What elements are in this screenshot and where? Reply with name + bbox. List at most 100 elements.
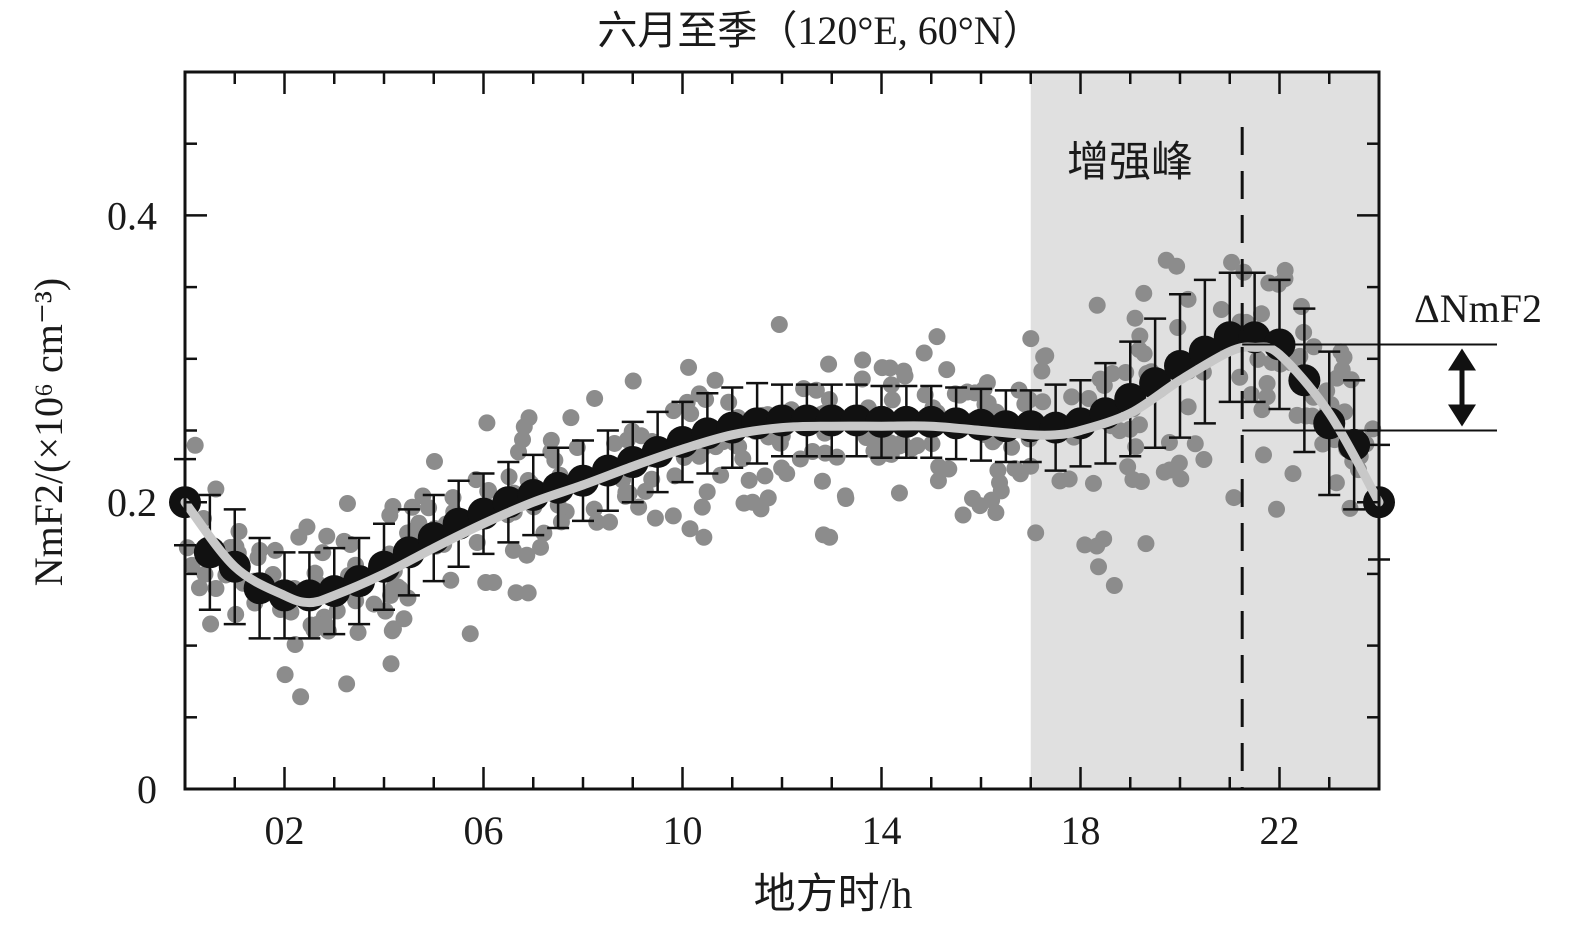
scatter-point xyxy=(1305,338,1323,356)
scatter-point xyxy=(318,527,336,545)
scatter-point xyxy=(186,436,204,454)
scatter-point xyxy=(1231,368,1249,386)
scatter-point xyxy=(1119,458,1137,476)
scatter-point xyxy=(646,509,664,527)
scatter-point xyxy=(1242,386,1260,404)
scatter-point xyxy=(1027,524,1045,542)
scatter-point xyxy=(461,625,479,643)
scatter-point xyxy=(954,506,972,524)
scatter-point xyxy=(1022,330,1040,348)
scatter-point xyxy=(1252,305,1270,323)
delta-arrow-head-up xyxy=(1448,348,1476,371)
scatter-point xyxy=(518,546,536,564)
scatter-point xyxy=(1084,474,1102,492)
x-tick-label: 18 xyxy=(1061,808,1101,853)
scatter-point xyxy=(1132,472,1150,490)
scatter-point xyxy=(586,389,604,407)
scatter-point xyxy=(1332,343,1350,361)
scatter-point xyxy=(1063,388,1081,406)
scatter-point xyxy=(1268,500,1286,518)
scatter-point xyxy=(664,402,682,420)
scatter-point xyxy=(821,528,839,546)
scatter-point xyxy=(1364,420,1382,438)
scatter-point xyxy=(1276,261,1294,279)
scatter-point xyxy=(585,500,603,518)
scatter-point xyxy=(207,580,225,598)
scatter-point xyxy=(735,494,753,512)
scatter-point xyxy=(873,359,891,377)
scatter-point xyxy=(202,615,220,633)
scatter-point xyxy=(1051,472,1069,490)
plot-area: 02 06 10 14 18 22 0 0.2 0.4 xyxy=(107,70,1497,853)
scatter-point xyxy=(286,636,304,654)
scatter-point xyxy=(384,497,402,515)
scatter-point xyxy=(376,602,394,620)
scatter-point xyxy=(928,328,946,346)
scatter-point xyxy=(1195,450,1213,468)
scatter-point xyxy=(930,458,948,476)
scatter-point xyxy=(1186,435,1204,453)
scatter-point xyxy=(756,467,774,485)
scatter-point xyxy=(1034,393,1052,411)
scatter-point xyxy=(1105,577,1123,595)
fit-curve xyxy=(180,342,1384,608)
scatter-point xyxy=(1333,361,1351,379)
scatter-point xyxy=(854,351,872,369)
scatter-point xyxy=(514,431,532,449)
scatter-point xyxy=(1076,536,1094,554)
scatter-point xyxy=(468,533,486,551)
scatter-point xyxy=(916,386,934,404)
scatter-point xyxy=(807,381,825,399)
scatter-point xyxy=(1033,362,1051,380)
scatter-point xyxy=(1006,460,1024,478)
scatter-point xyxy=(515,418,533,436)
scatter-point xyxy=(979,394,997,412)
scatter-point xyxy=(698,483,716,501)
scatter-point xyxy=(1003,438,1021,456)
scatter-point xyxy=(338,675,356,693)
scatter-point xyxy=(695,528,713,546)
scatter-point xyxy=(306,564,324,582)
x-tick-label: 22 xyxy=(1260,808,1300,853)
scatter-point xyxy=(442,571,460,589)
scatter-point xyxy=(266,541,284,559)
scatter-point xyxy=(992,482,1010,500)
x-tick-label: 14 xyxy=(862,808,902,853)
scatter-point xyxy=(382,655,400,673)
scatter-point xyxy=(542,431,560,449)
scatter-point xyxy=(666,467,684,485)
scatter-point xyxy=(636,482,654,500)
x-tick-label: 06 xyxy=(464,808,504,853)
scatter-point xyxy=(778,465,796,483)
scatter-point xyxy=(276,666,294,684)
chart-title: 六月至季（120°E, 60°N） xyxy=(597,8,1042,53)
scatter-point xyxy=(1314,435,1332,453)
scatter-point xyxy=(1080,390,1098,408)
scatter-point xyxy=(664,507,682,525)
scatter-point xyxy=(1088,296,1106,314)
scatter-point xyxy=(1288,406,1306,424)
scatter-point xyxy=(890,484,908,502)
y-axis-label: NmF2/(×10⁶ cm⁻³) xyxy=(26,278,71,586)
scatter-point xyxy=(395,610,413,628)
scatter-point xyxy=(712,466,730,484)
scatter-point xyxy=(298,518,316,536)
scatter-point xyxy=(507,584,525,602)
scatter-point xyxy=(820,355,838,373)
scatter-point xyxy=(425,452,443,470)
scatter-point xyxy=(478,414,496,432)
scatter-point xyxy=(1035,348,1053,366)
scatter-point xyxy=(888,437,906,455)
enhancement-peak-label: 增强峰 xyxy=(1067,140,1193,186)
x-tick-label: 02 xyxy=(265,808,305,853)
scatter-point xyxy=(1292,298,1310,316)
x-axis-label: 地方时/h xyxy=(754,872,913,918)
scatter-point xyxy=(1137,535,1155,553)
scatter-point xyxy=(989,461,1007,479)
scatter-point xyxy=(813,472,831,490)
scatter-point xyxy=(1258,374,1276,392)
scatter-point xyxy=(681,520,699,538)
scatter-point xyxy=(207,480,225,498)
scatter-point xyxy=(680,358,698,376)
